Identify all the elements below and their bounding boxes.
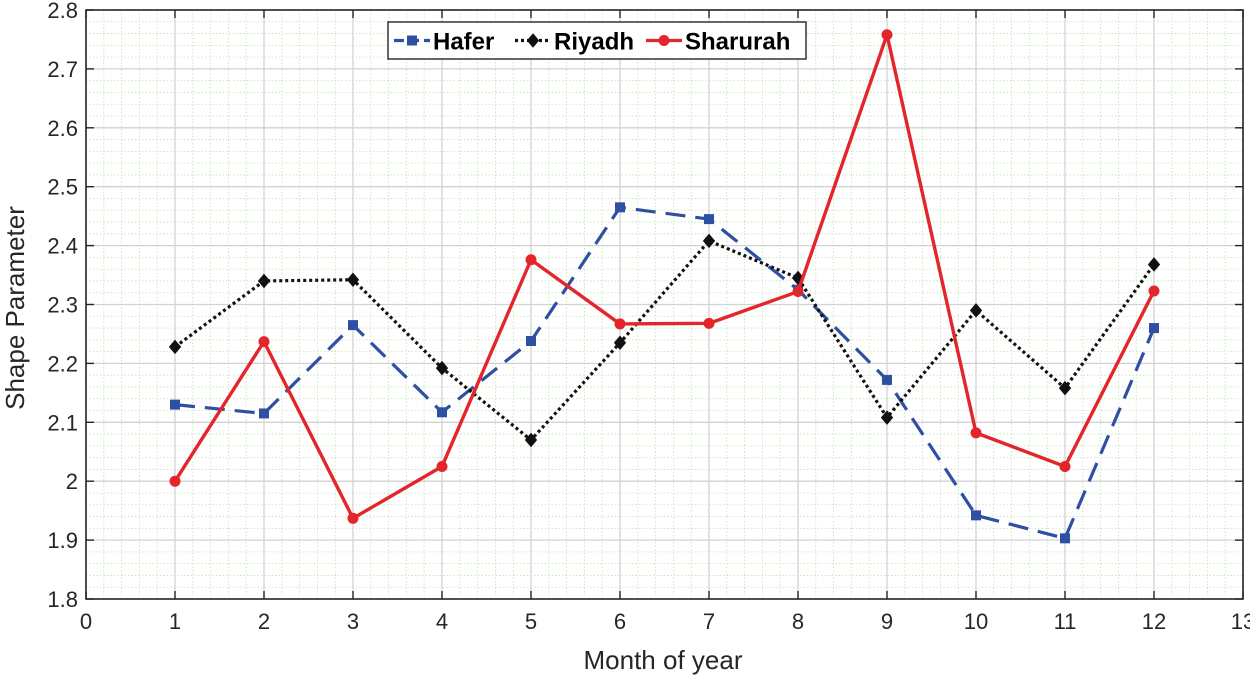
data-point-riyadh <box>168 339 182 355</box>
y-tick-label: 1.9 <box>47 528 78 553</box>
series-layer <box>168 29 1161 544</box>
data-point-sharurah <box>1148 285 1160 297</box>
y-tick-label: 2.4 <box>47 234 78 259</box>
x-tick-label: 0 <box>80 609 92 634</box>
x-tick-label: 12 <box>1142 609 1166 634</box>
legend-box <box>387 21 807 60</box>
data-point-sharurah <box>792 286 804 298</box>
data-point-sharurah <box>169 475 181 487</box>
data-point-riyadh <box>969 303 983 318</box>
data-point-riyadh <box>613 335 627 351</box>
data-point-sharurah <box>1059 460 1071 472</box>
data-point-hafer <box>437 407 447 418</box>
legend-marker-riyadh <box>526 33 540 48</box>
legend-label-riyadh: Riyadh <box>554 29 634 56</box>
x-tick-label: 11 <box>1054 609 1077 634</box>
x-tick-label: 9 <box>881 609 893 634</box>
data-point-riyadh <box>524 432 538 448</box>
axes <box>85 9 1244 600</box>
legend-marker-sharurah <box>658 35 670 46</box>
y-axis-title: Shape Parameter <box>0 206 30 410</box>
y-tick-label: 2.5 <box>47 175 78 200</box>
data-point-hafer <box>259 408 269 419</box>
x-tick-label: 1 <box>169 609 181 634</box>
data-point-sharurah <box>614 318 626 330</box>
y-tick-label: 2.1 <box>47 410 78 435</box>
x-tick-label: 2 <box>258 609 270 634</box>
x-tick-label: 5 <box>525 609 537 634</box>
data-point-riyadh <box>880 410 894 425</box>
legend-label-sharurah: Sharurah <box>685 29 790 56</box>
legend-label-hafer: Hafer <box>433 29 494 56</box>
x-tick-label: 7 <box>703 609 715 634</box>
tick-labels: 0 1 2 3 4 5 6 7 8 9 10 11 12 131.81.922.12.22.32.42.5… <box>47 0 1250 634</box>
legend-marker-hafer <box>407 35 417 46</box>
x-tick-label: 4 <box>436 609 448 634</box>
data-point-sharurah <box>881 29 893 41</box>
data-point-hafer <box>882 374 892 385</box>
legend: Hafer Riyadh Sharurah <box>387 21 807 60</box>
y-tick-label: 2.8 <box>47 0 78 23</box>
x-tick-label: 13 <box>1231 609 1250 634</box>
y-tick-label: 2 <box>66 469 78 494</box>
y-tick-label: 2.3 <box>47 293 78 318</box>
series-line-hafer <box>174 205 1156 540</box>
data-point-riyadh <box>346 272 360 288</box>
series-line-sharurah <box>173 33 1156 521</box>
data-point-sharurah <box>703 317 715 329</box>
data-point-hafer <box>704 214 714 225</box>
data-point-hafer <box>1149 323 1159 334</box>
data-point-riyadh <box>1058 380 1072 396</box>
y-tick-label: 2.7 <box>47 57 78 82</box>
data-point-hafer <box>170 399 180 410</box>
x-tick-label: 6 <box>614 609 626 634</box>
x-axis-title: Month of year <box>584 645 743 675</box>
data-point-sharurah <box>258 336 270 348</box>
data-point-hafer <box>526 336 536 347</box>
data-point-hafer <box>1060 533 1070 544</box>
data-point-sharurah <box>347 512 359 524</box>
x-tick-label: 3 <box>347 609 359 634</box>
data-point-sharurah <box>436 460 448 472</box>
data-point-riyadh <box>1147 257 1161 272</box>
y-tick-label: 2.6 <box>47 116 78 141</box>
series-sharurah <box>169 29 1160 524</box>
data-point-hafer <box>971 510 981 521</box>
data-point-sharurah <box>525 254 537 266</box>
data-point-riyadh <box>257 273 271 289</box>
series-riyadh <box>168 233 1161 448</box>
data-point-hafer <box>348 320 358 331</box>
y-tick-label: 1.8 <box>47 587 78 612</box>
data-point-riyadh <box>702 233 716 249</box>
data-point-sharurah <box>970 427 982 439</box>
x-tick-label: 10 <box>964 609 988 634</box>
data-point-riyadh <box>435 360 449 376</box>
data-point-hafer <box>615 202 625 213</box>
x-tick-label: 8 <box>792 609 804 634</box>
y-tick-label: 2.2 <box>47 351 78 376</box>
